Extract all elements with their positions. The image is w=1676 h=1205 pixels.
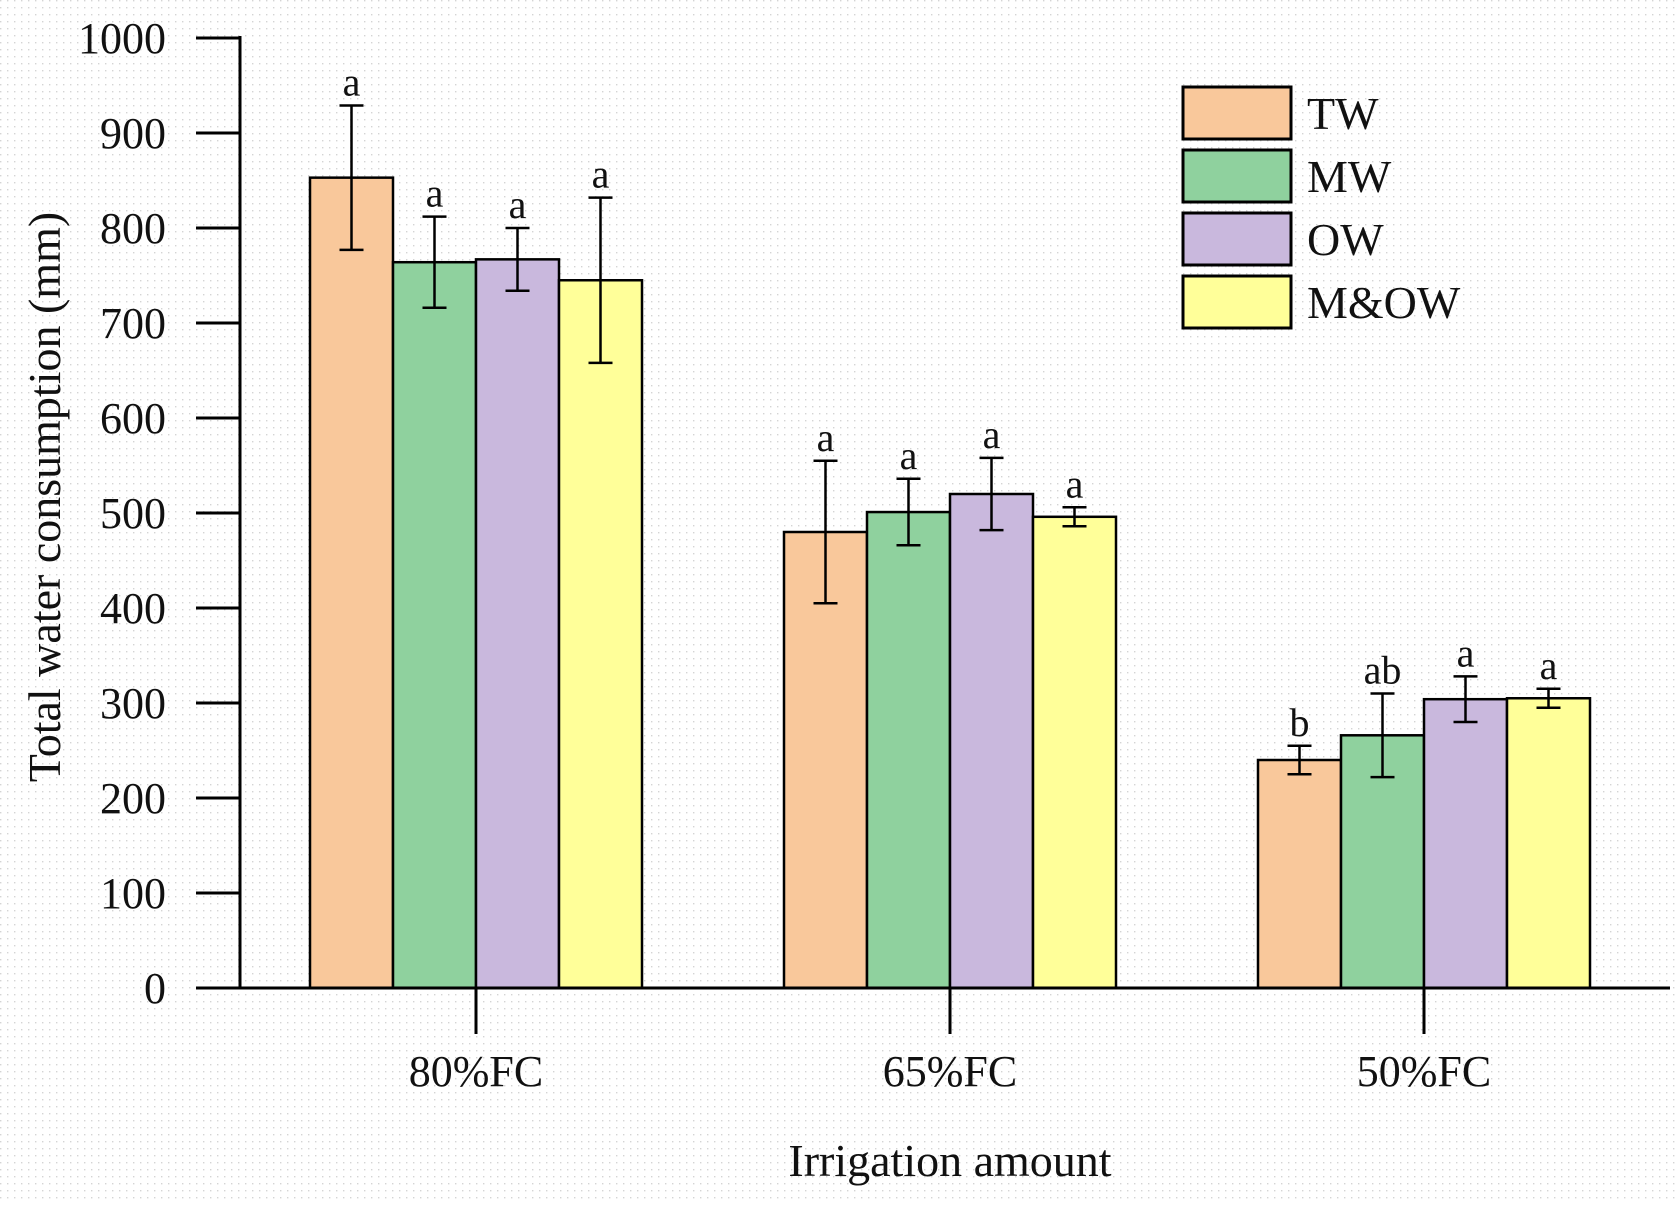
bar-mw-80pctfc (391, 260, 478, 990)
legend-label: MW (1307, 151, 1392, 202)
significance-label: a (509, 182, 527, 227)
significance-label: ab (1364, 648, 1402, 693)
legend-swatch-mow (1181, 274, 1293, 330)
y-tick-label: 100 (100, 869, 166, 918)
legend-swatch-tw (1181, 85, 1293, 141)
significance-label: a (343, 59, 361, 104)
x-tick-label: 80%FC (409, 1047, 543, 1096)
y-tick-label: 500 (100, 489, 166, 538)
significance-label: a (1540, 643, 1558, 688)
bar-mow-80pctfc (557, 279, 644, 990)
legend-label: OW (1307, 214, 1384, 265)
legend-swatch-mw (1181, 148, 1293, 204)
x-tick-label: 65%FC (883, 1047, 1017, 1096)
bar-mow-50pctfc (1505, 697, 1592, 990)
y-tick-label: 0 (144, 964, 166, 1013)
x-tick-label: 50%FC (1357, 1047, 1491, 1096)
bar-tw-80pctfc (308, 176, 395, 990)
y-axis-title: Total water consumption (mm) (19, 212, 70, 782)
significance-label: b (1290, 700, 1310, 745)
bar-ow-80pctfc (474, 258, 561, 990)
significance-label: a (1066, 461, 1084, 506)
y-tick-label: 200 (100, 774, 166, 823)
bar-ow-50pctfc (1422, 697, 1509, 990)
legend-swatch-ow (1181, 211, 1293, 267)
bar-ow-65pctfc (948, 492, 1035, 990)
legend-label: TW (1307, 88, 1379, 139)
legend-label: M&OW (1307, 277, 1461, 328)
x-axis-title: Irrigation amount (788, 1135, 1111, 1186)
significance-label: a (592, 152, 610, 197)
y-tick-label: 300 (100, 679, 166, 728)
significance-label: a (983, 412, 1001, 457)
y-tick-label: 600 (100, 394, 166, 443)
y-tick-label: 800 (100, 204, 166, 253)
y-tick-label: 700 (100, 299, 166, 348)
y-tick-label: 400 (100, 584, 166, 633)
significance-label: a (1457, 630, 1475, 675)
y-tick-label: 900 (100, 109, 166, 158)
bar-mow-65pctfc (1031, 515, 1118, 990)
y-tick-label: 1000 (78, 14, 166, 63)
significance-label: a (817, 415, 835, 460)
bar-tw-50pctfc (1256, 758, 1343, 990)
significance-label: a (900, 433, 918, 478)
bar-mw-65pctfc (865, 510, 952, 990)
significance-label: a (426, 171, 444, 216)
